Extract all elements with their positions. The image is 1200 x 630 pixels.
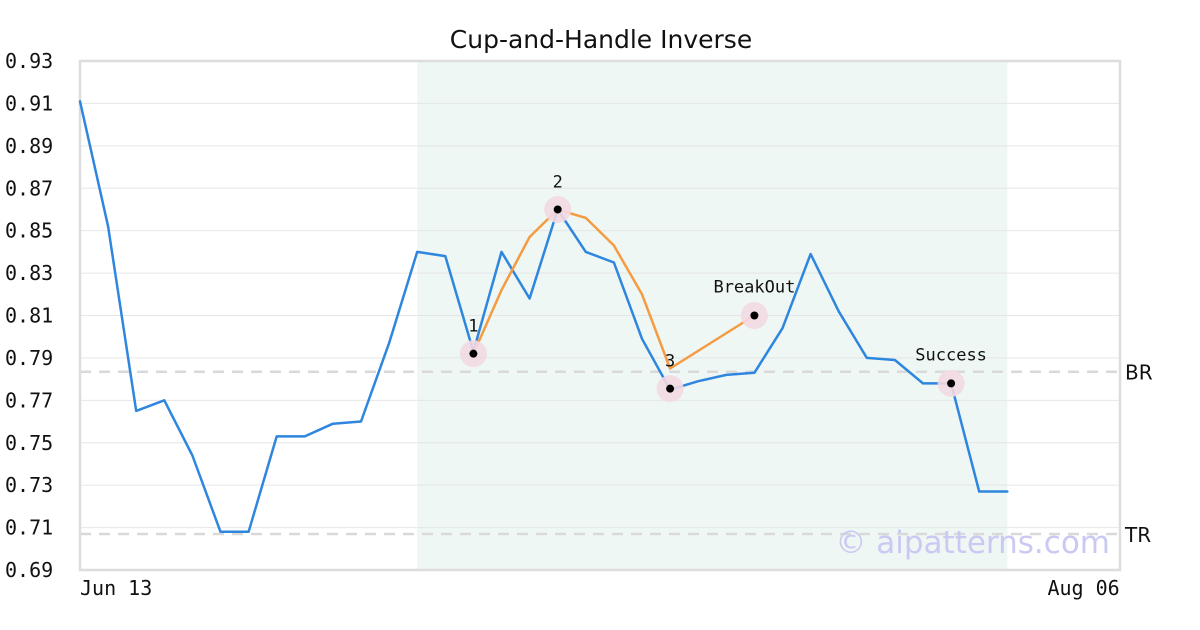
reference-lines: BR TR [80,361,1153,547]
y-tick-label: 0.73 [5,473,53,497]
annotation-point [553,205,562,214]
y-tick-label: 0.69 [5,558,53,582]
x-tick-label: Aug 06 [1047,576,1119,600]
y-tick-label: 0.81 [5,304,53,328]
reference-line-label: TR [1124,523,1151,547]
annotation-label: 1 [468,317,478,337]
y-tick-label: 0.93 [5,49,53,73]
annotation-point [469,349,478,358]
annotation-point [947,379,956,388]
annotation-point [750,311,759,320]
annotation-label: 3 [665,352,675,372]
y-tick-label: 0.75 [5,431,53,455]
y-tick-label: 0.83 [5,261,53,285]
y-tick-label: 0.85 [5,219,53,243]
watermark: © aipatterns.com [835,525,1110,561]
annotation-point [666,384,675,393]
y-tick-label: 0.77 [5,388,53,412]
series-layer [78,100,1009,534]
x-axis: Jun 13 Aug 06 [80,576,1120,600]
x-tick-label: Jun 13 [80,576,152,600]
y-tick-label: 0.89 [5,134,53,158]
annotation-label: Success [915,345,987,365]
annotation-label: BreakOut [713,278,795,298]
y-tick-label: 0.91 [5,91,53,115]
pattern-series-line [472,208,756,370]
price-series-line [78,100,1009,534]
reference-line-label: BR [1125,361,1153,385]
plot-frame [78,59,1122,572]
annotations: 1 2 3 BreakOut Success [459,172,987,403]
y-tick-label: 0.79 [5,346,53,370]
y-tick-label: 0.71 [5,516,53,540]
annotation-label: 2 [553,172,563,192]
y-axis: 0.93 0.91 0.89 0.87 0.85 0.83 0.81 0.79 0.77 0.75… [5,49,53,582]
y-tick-label: 0.87 [5,176,53,200]
chart-title: Cup-and-Handle Inverse [450,25,752,54]
